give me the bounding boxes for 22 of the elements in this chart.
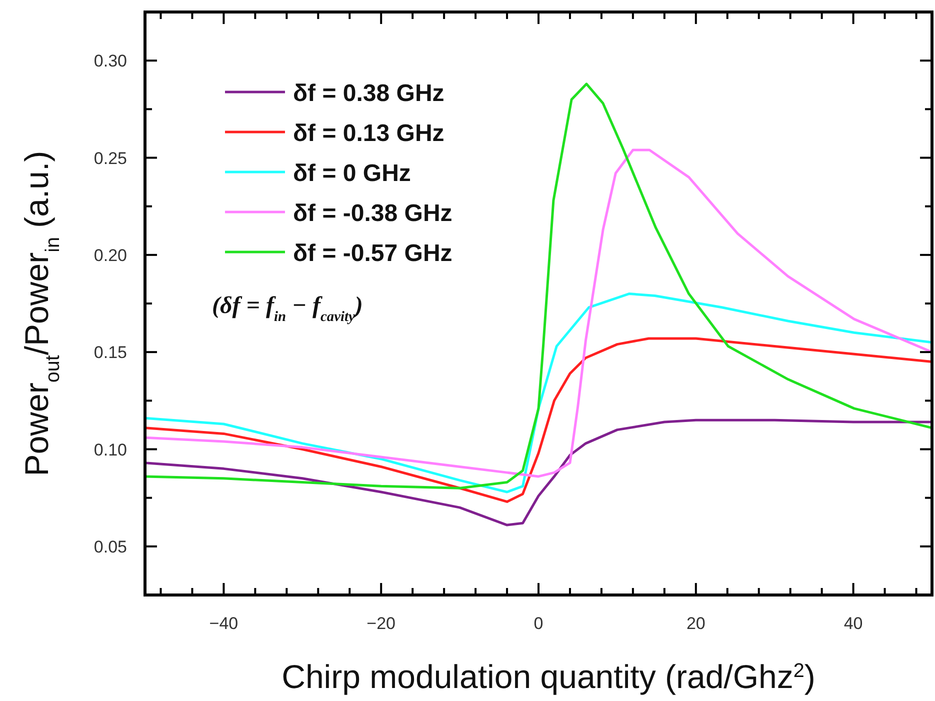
x-tick-label: −40: [209, 614, 238, 633]
line-series: [145, 148, 932, 478]
line-series: [145, 337, 932, 503]
legend-label: δf = -0.57 GHz: [293, 240, 452, 267]
line-series: [145, 418, 932, 526]
x-tick-label: 20: [686, 614, 706, 633]
y-tick-label: 0.15: [94, 343, 127, 362]
annotation: (δf = f$_{in}$ − f$_{cavity}$): [212, 293, 363, 325]
x-tick-label: 0: [534, 614, 544, 633]
y-tick-label: 0.30: [94, 52, 127, 71]
legend-label: δf = 0 GHz: [293, 160, 411, 187]
y-tick-label: 0.25: [94, 148, 127, 168]
legend-label: δf = -0.38 GHz: [293, 200, 452, 227]
legend-label: δf = 0.13 GHz: [293, 120, 444, 147]
y-tick-label: 0.20: [94, 246, 127, 265]
line-series: [145, 82, 932, 490]
x-axis-title: Chirp modulation quantity (rad/Ghz$^{2}$): [282, 658, 816, 695]
x-tick-label: −20: [366, 614, 396, 633]
legend-label: δf = 0.38 GHz: [293, 80, 444, 107]
y-tick-label: 0.10: [94, 440, 127, 460]
x-tick-label: 40: [844, 614, 863, 633]
y-tick-label: 0.05: [94, 537, 127, 556]
